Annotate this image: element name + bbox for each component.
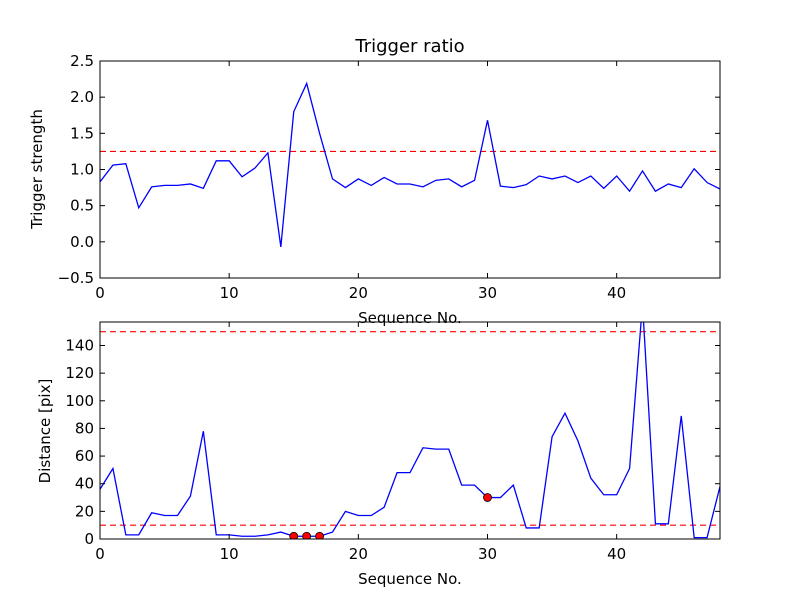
x-tick-label: 20 xyxy=(349,284,368,302)
y-tick-label: 80 xyxy=(75,419,94,437)
chart-title: Trigger ratio xyxy=(354,36,464,57)
data-point-marker xyxy=(302,531,312,539)
x-tick-label: 10 xyxy=(220,284,239,302)
plot-area: 0 10 20 30 40 0 20 40 60 80 100 120 140 xyxy=(65,321,721,563)
y-tick-label: 0 xyxy=(84,530,94,548)
x-tick-label: 30 xyxy=(478,545,497,563)
y-tick-label: −0.5 xyxy=(58,269,94,287)
y-axis-label: Distance [pix] xyxy=(36,379,54,484)
y-tick-label: 120 xyxy=(65,364,94,382)
data-point-marker xyxy=(315,531,324,539)
y-tick-label: 20 xyxy=(75,502,94,520)
y-tick-label: 100 xyxy=(65,392,94,410)
y-tick-label: 1.5 xyxy=(70,124,94,142)
axes-frame xyxy=(99,321,721,540)
x-axis-label: Sequence No. xyxy=(358,570,462,588)
y-tick-label: 40 xyxy=(75,475,94,493)
y-tick-label: 1.0 xyxy=(70,161,94,179)
plot-area: 0 10 20 30 40 −0.5 0.0 0.5 1.0 1.5 2.0 2.5 xyxy=(58,52,721,302)
distance-panel: Distance [pix] Sequence No. 0 10 20 30 40 0 20… xyxy=(36,321,721,588)
data-point-marker xyxy=(289,531,299,539)
plot-content xyxy=(100,81,720,247)
y-tick-label: 0.5 xyxy=(70,197,94,215)
x-axis-label: Sequence No. xyxy=(358,309,462,327)
y-axis-label: Trigger strength xyxy=(28,109,46,230)
x-tick-label: 0 xyxy=(95,545,105,563)
y-tick-label: 2.0 xyxy=(70,88,94,106)
x-tick-label: 0 xyxy=(95,284,105,302)
x-tick-label: 10 xyxy=(220,545,239,563)
x-tick-label: 40 xyxy=(607,284,626,302)
y-tick-label: 2.5 xyxy=(70,52,94,70)
x-tick-label: 40 xyxy=(607,545,626,563)
y-tick-label: 140 xyxy=(65,336,94,354)
plot-content xyxy=(100,322,720,539)
y-tick-label: 0.0 xyxy=(70,233,94,251)
x-tick-label: 20 xyxy=(349,545,368,563)
series-line xyxy=(100,322,720,539)
series-line xyxy=(100,81,720,247)
y-tick-label: 60 xyxy=(75,447,94,465)
data-point-marker xyxy=(483,493,492,502)
x-tick-label: 30 xyxy=(478,284,497,302)
